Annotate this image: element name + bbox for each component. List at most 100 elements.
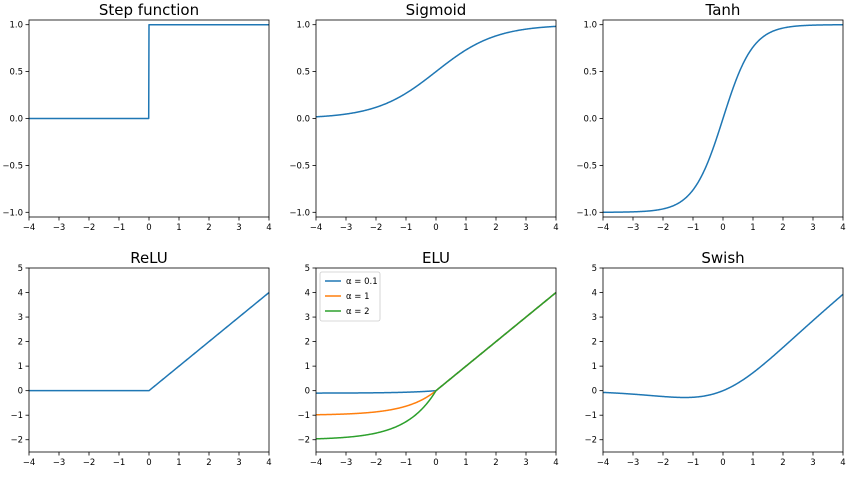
- y-tick-label: 4: [18, 289, 23, 299]
- x-tick-label: 4: [553, 458, 558, 468]
- series-line-0: [29, 23, 269, 120]
- y-tick-label: 1.0: [583, 21, 597, 31]
- y-tick-label: 0.5: [9, 68, 23, 78]
- y-tick-label: 0.0: [296, 115, 310, 125]
- y-tick-label: 1: [305, 362, 310, 372]
- x-tick-label: 1: [176, 458, 181, 468]
- x-tick-label: −3: [340, 223, 353, 233]
- x-tick-label: −2: [83, 223, 96, 233]
- y-tick-label: 5: [305, 264, 310, 274]
- y-tick-label: 1.0: [9, 21, 23, 31]
- x-tick-label: 4: [840, 458, 845, 468]
- y-tick-label: −2: [10, 436, 23, 446]
- x-tick-label: 2: [780, 223, 785, 233]
- x-tick-label: 3: [236, 458, 241, 468]
- y-tick-label: −1.0: [576, 208, 597, 218]
- y-tick-label: 1: [592, 362, 597, 372]
- x-tick-label: 1: [750, 458, 755, 468]
- x-tick-label: 1: [463, 223, 468, 233]
- x-tick-label: 2: [780, 458, 785, 468]
- subplot-relu: ReLU −4 −3 −2 −1 0 1 2 3 4 −2 −1 0 1 2 3 4 5: [10, 249, 271, 468]
- x-tick-label: −3: [340, 458, 353, 468]
- subplot-elu: ELU −4 −3 −2 −1 0 1 2 3 4 −2 −1 0 1 2 3 4 5 α = 0.1 α = 1 α …: [297, 249, 558, 468]
- y-tick-label: 0: [18, 387, 23, 397]
- x-tick-label: −4: [310, 223, 323, 233]
- x-tick-label: −1: [400, 458, 413, 468]
- axes-frame: [602, 267, 844, 453]
- x-tick-label: −1: [113, 458, 126, 468]
- x-tick-label: −2: [657, 458, 670, 468]
- subplot-title: Swish: [701, 249, 744, 267]
- y-tick-label: 1: [18, 362, 23, 372]
- x-tick-label: 2: [206, 223, 211, 233]
- y-tick-label: 0.0: [583, 115, 597, 125]
- x-tick-label: −4: [597, 223, 610, 233]
- x-tick-label: 4: [553, 223, 558, 233]
- y-tick-label: −0.5: [576, 161, 597, 171]
- series-line-0: [602, 293, 844, 399]
- series-line-0: [28, 291, 270, 392]
- x-tick-label: 3: [523, 458, 528, 468]
- x-tick-label: −2: [370, 223, 383, 233]
- x-tick-label: −3: [627, 458, 640, 468]
- x-tick-label: 3: [236, 223, 241, 233]
- x-tick-label: 2: [493, 458, 498, 468]
- x-tick-label: −1: [687, 223, 700, 233]
- x-tick-label: 2: [206, 458, 211, 468]
- x-tick-label: 1: [463, 458, 468, 468]
- y-tick-label: 2: [18, 338, 23, 348]
- x-tick-label: −2: [83, 458, 96, 468]
- subplot-title: ReLU: [130, 249, 168, 267]
- x-tick-label: 3: [810, 458, 815, 468]
- y-tick-label: −1.0: [289, 208, 310, 218]
- subplot-swish: Swish −4 −3 −2 −1 0 1 2 3 4 −2 −1 0 1 2 3 4 5: [584, 249, 845, 468]
- x-tick-label: 0: [720, 458, 725, 468]
- x-tick-label: −4: [310, 458, 323, 468]
- x-tick-label: −2: [657, 223, 670, 233]
- y-tick-label: 0: [592, 387, 597, 397]
- x-tick-label: −3: [53, 223, 66, 233]
- x-tick-label: 0: [146, 223, 151, 233]
- x-tick-label: 4: [266, 458, 271, 468]
- x-tick-label: 4: [840, 223, 845, 233]
- y-tick-label: 5: [18, 264, 23, 274]
- y-tick-label: −2: [584, 436, 597, 446]
- x-tick-label: −2: [370, 458, 383, 468]
- y-tick-label: −0.5: [2, 161, 23, 171]
- y-tick-label: 4: [592, 289, 597, 299]
- x-tick-label: 1: [176, 223, 181, 233]
- x-tick-label: 2: [493, 223, 498, 233]
- x-tick-label: −1: [113, 223, 126, 233]
- x-tick-label: 3: [523, 223, 528, 233]
- y-tick-label: 1.0: [296, 21, 310, 31]
- y-tick-label: −1: [584, 411, 597, 421]
- x-tick-label: 1: [750, 223, 755, 233]
- y-tick-label: 3: [18, 313, 23, 323]
- legend-label-2: α = 2: [346, 307, 370, 317]
- axes-frame: [315, 19, 557, 218]
- y-tick-label: −0.5: [289, 161, 310, 171]
- axes-frame: [28, 267, 270, 453]
- y-tick-label: 0.5: [296, 68, 310, 78]
- y-tick-label: 0.0: [9, 115, 23, 125]
- x-tick-label: 0: [433, 458, 438, 468]
- y-tick-label: −2: [297, 436, 310, 446]
- series-line-0: [602, 24, 844, 213]
- legend-box: [319, 271, 381, 322]
- subplot-tanh: Tanh −4 −3 −2 −1 0 1 2 3 4 −1.0 −0.5 0.0 0.5 1.0: [576, 1, 845, 233]
- y-tick-label: 0: [305, 387, 310, 397]
- x-tick-label: −4: [597, 458, 610, 468]
- y-tick-label: 3: [305, 313, 310, 323]
- subplot-title: Step function: [99, 1, 199, 19]
- y-tick-label: 5: [592, 264, 597, 274]
- x-tick-label: −3: [53, 458, 66, 468]
- x-tick-label: 3: [810, 223, 815, 233]
- series-line-0: [315, 25, 557, 118]
- subplot-title: ELU: [422, 249, 450, 267]
- y-tick-label: −1.0: [2, 208, 23, 218]
- y-tick-label: 2: [592, 338, 597, 348]
- x-tick-label: −1: [687, 458, 700, 468]
- y-tick-label: 2: [305, 338, 310, 348]
- y-tick-label: 0.5: [583, 68, 597, 78]
